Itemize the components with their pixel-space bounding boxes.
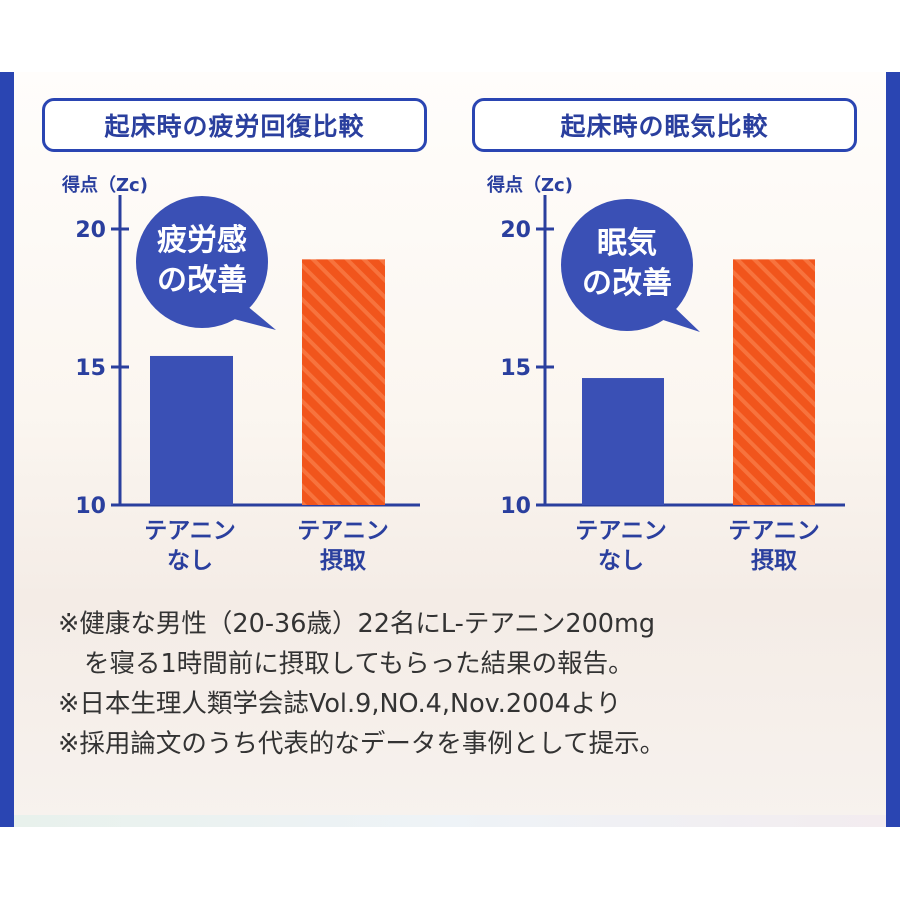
chart-1-bubble-text-1: 疲労感 bbox=[157, 223, 247, 258]
note-line-1: ※健康な男性（20-36歳）22名にL-テアニン200mg bbox=[58, 609, 656, 639]
bottom-tint bbox=[14, 815, 886, 827]
chart-1-speech-bubble bbox=[136, 196, 268, 328]
chart-1-tick-label-20: 20 bbox=[75, 218, 106, 243]
chart-1-tick-label-10: 10 bbox=[75, 494, 106, 519]
chart-2-category-label-1-2: なし bbox=[598, 548, 644, 574]
chart-1-bubble-text-2: の改善 bbox=[157, 263, 247, 298]
chart-2-category-label-1-1: テアニン bbox=[575, 518, 667, 544]
chart-2-tick-label-10: 10 bbox=[500, 494, 531, 519]
chart-1-category-label-1-2: なし bbox=[167, 548, 213, 574]
chart-1-category-label-1-1: テアニン bbox=[144, 518, 236, 544]
chart-2-speech-bubble bbox=[561, 199, 693, 331]
note-line-4: ※採用論文のうち代表的なデータを事例として提示。 bbox=[58, 729, 666, 759]
left-frame-bar bbox=[0, 72, 14, 827]
chart-1-category-label-2-2: 摂取 bbox=[320, 548, 366, 574]
chart-2-bubble-text-2: の改善 bbox=[582, 266, 672, 301]
chart-1-bar-2 bbox=[302, 259, 385, 505]
right-frame-bar bbox=[886, 72, 900, 827]
chart-1-y-axis-label: 得点（Zc) bbox=[61, 174, 148, 196]
chart-2-bubble-text-1: 眠気 bbox=[597, 226, 657, 261]
chart-2-title: 起床時の眠気比較 bbox=[472, 98, 857, 152]
chart-2-bar-2 bbox=[733, 259, 815, 505]
note-line-2: を寝る1時間前に摂取してもらった結果の報告。 bbox=[84, 649, 634, 679]
note-line-3: ※日本生理人類学会誌Vol.9,NO.4,Nov.2004より bbox=[58, 689, 622, 719]
chart-2-tick-label-15: 15 bbox=[500, 356, 531, 381]
footnotes: ※健康な男性（20-36歳）22名にL-テアニン200mg を寝る1時間前に摂取… bbox=[58, 604, 858, 764]
chart-2-tick-label-20: 20 bbox=[500, 218, 531, 243]
chart-2-bar-1 bbox=[582, 378, 664, 505]
chart-2-category-label-2-1: テアニン bbox=[728, 518, 820, 544]
chart-1-title: 起床時の疲労回復比較 bbox=[42, 98, 427, 152]
chart-1-tick-label-15: 15 bbox=[75, 356, 106, 381]
chart-2-category-label-2-2: 摂取 bbox=[751, 548, 797, 574]
chart-1-category-label-2-1: テアニン bbox=[297, 518, 389, 544]
chart-1-bar-1 bbox=[150, 355, 233, 505]
chart-2-y-axis-label: 得点（Zc) bbox=[486, 174, 573, 196]
